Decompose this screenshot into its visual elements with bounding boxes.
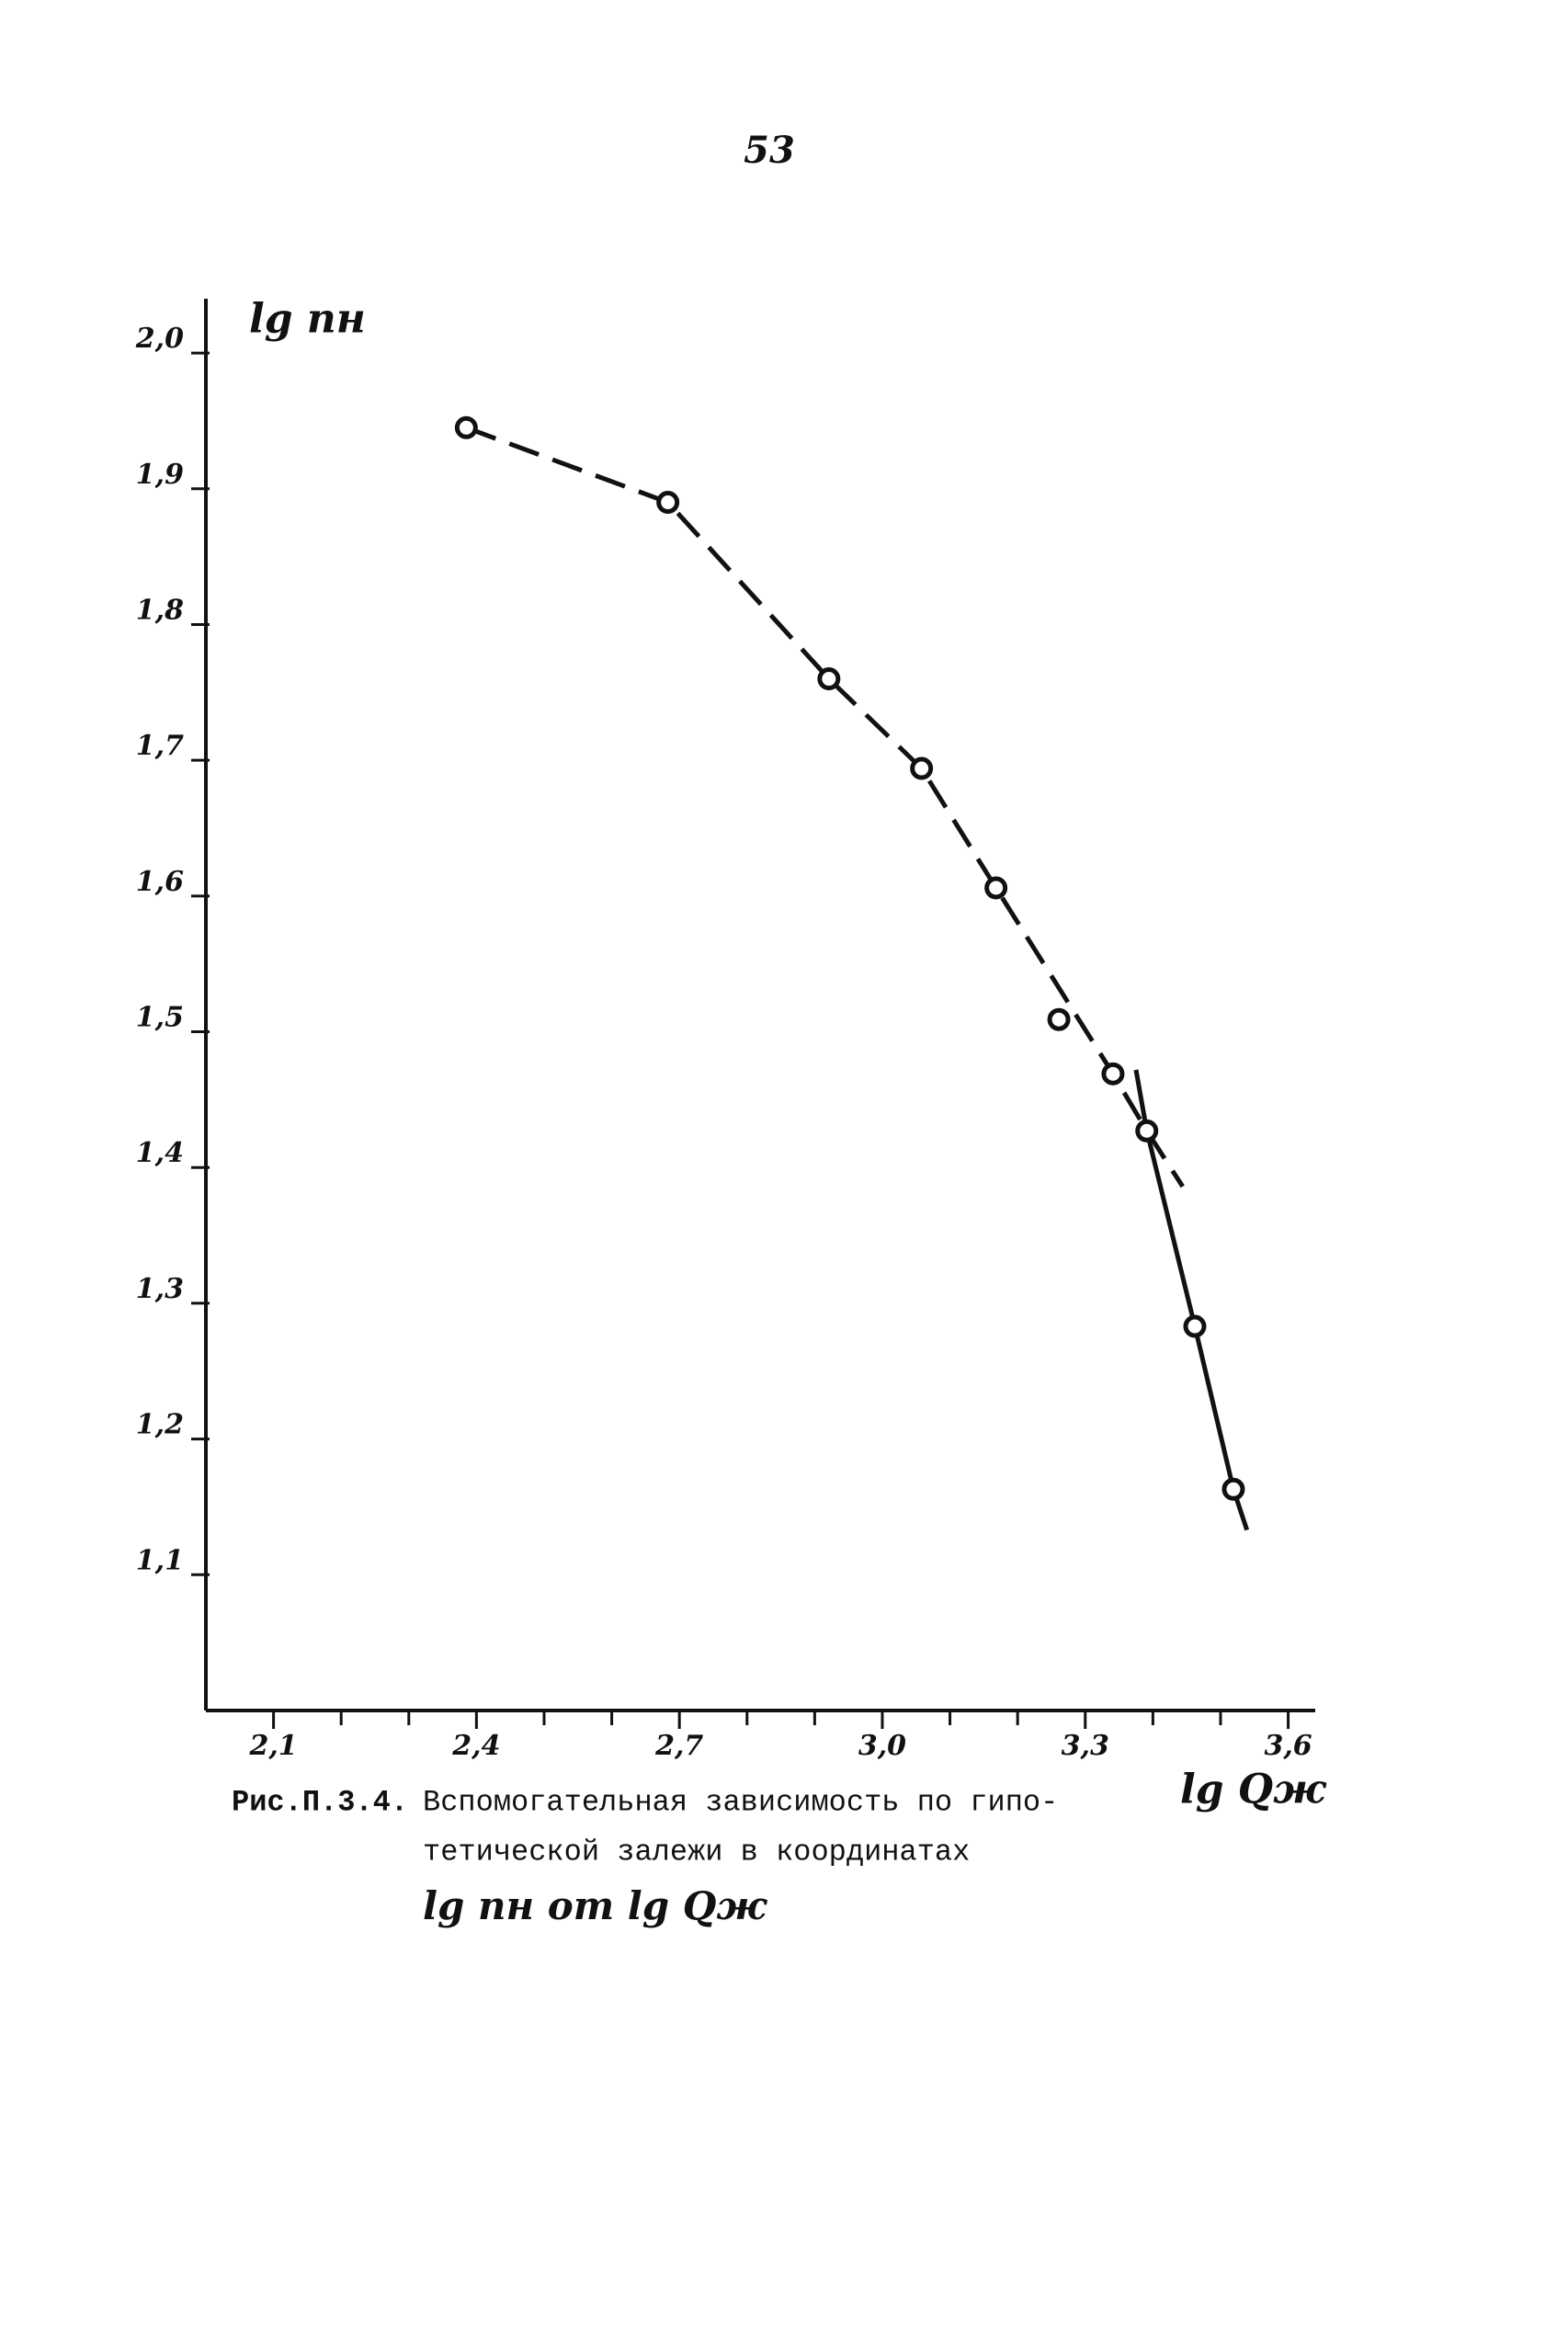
y-tick-label: 1,4 (136, 1137, 184, 1169)
y-tick-label: 1,8 (136, 594, 184, 626)
y-tick-label: 2,0 (135, 323, 184, 355)
data-point (1135, 1119, 1159, 1142)
data-point (1101, 1062, 1125, 1085)
x-tick-label: 3,0 (858, 1730, 906, 1762)
caption-line: Вспомогательная зависимость по гипо- (423, 1785, 1058, 1819)
data-point (454, 415, 478, 439)
caption-line: lg nн от lg Qж (423, 1883, 767, 1928)
y-tick-label: 1,6 (136, 866, 184, 898)
y-tick-label: 1,1 (136, 1544, 184, 1576)
x-tick-label: 2,1 (248, 1730, 297, 1762)
y-tick-label: 1,7 (136, 730, 184, 762)
data-point (656, 491, 680, 515)
dashed-line (465, 425, 1185, 1188)
x-tick-label: 3,6 (1264, 1730, 1312, 1762)
x-tick-label: 3,3 (1062, 1730, 1109, 1762)
y-tick-label: 1,9 (136, 459, 184, 491)
y-tick-label: 1,3 (136, 1273, 184, 1305)
data-point (1221, 1477, 1245, 1501)
page-number: 53 (744, 129, 795, 172)
y-axis-label: lg nн (249, 296, 366, 343)
data-point (910, 756, 934, 780)
data-point (1183, 1314, 1207, 1338)
caption-label: Рис.П.3.4. (232, 1785, 408, 1819)
x-tick-label: 2,7 (654, 1730, 703, 1762)
y-tick-label: 1,2 (136, 1409, 184, 1441)
x-axis-label: lg Qж (1180, 1767, 1327, 1813)
caption-line: тетической залежи в координатах (423, 1835, 970, 1869)
data-point (817, 667, 841, 691)
y-tick-label: 1,5 (136, 1002, 184, 1034)
data-point (1047, 1007, 1071, 1031)
data-point (984, 876, 1008, 900)
x-tick-label: 2,4 (451, 1730, 500, 1762)
